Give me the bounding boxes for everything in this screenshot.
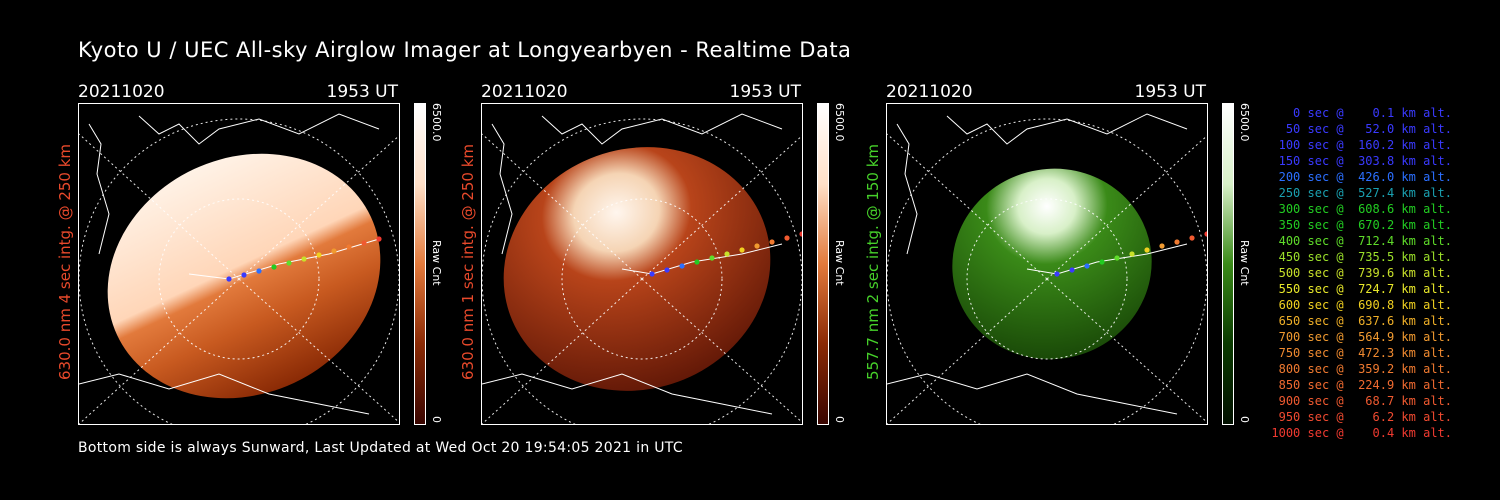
trajectory-dot — [256, 268, 262, 274]
trajectory-dot — [286, 260, 292, 266]
trajectory-dot — [1054, 271, 1060, 277]
allsky-image-map — [886, 103, 1208, 425]
trajectory-dot — [1174, 239, 1180, 245]
legend-row: 50 sec @ 52.0 km alt. — [1285, 122, 1452, 136]
trajectory-dot — [649, 271, 655, 277]
trajectory-dot — [724, 251, 730, 257]
trajectory-dot — [1099, 259, 1105, 265]
trajectory-dot — [769, 239, 775, 245]
panel-side-label: 630.0 nm 4 sec intg. @ 250 km — [56, 143, 74, 380]
trajectory-dot — [301, 256, 307, 262]
panel-date: 20211020 — [78, 82, 165, 102]
trajectory-dot — [331, 248, 337, 254]
trajectory-dot — [784, 235, 790, 241]
colorbar-min-label: 0 — [430, 416, 443, 423]
legend-row: 800 sec @ 359.2 km alt. — [1278, 362, 1452, 376]
legend-row: 500 sec @ 739.6 km alt. — [1278, 266, 1452, 280]
trajectory-dot — [1084, 263, 1090, 269]
colorbar-unit-label: Raw Cnt — [833, 240, 846, 286]
footer-note: Bottom side is always Sunward, Last Upda… — [78, 440, 683, 456]
trajectory-dot — [316, 252, 322, 258]
legend-row: 100 sec @ 160.2 km alt. — [1278, 138, 1452, 152]
colorbar-max-label: 6500.0 — [1238, 103, 1251, 142]
trajectory-dot — [1114, 255, 1120, 261]
colorbar-min-label: 0 — [833, 416, 846, 423]
legend-row: 300 sec @ 608.6 km alt. — [1278, 202, 1452, 216]
colorbar — [414, 103, 426, 425]
legend-row: 900 sec @ 68.7 km alt. — [1278, 394, 1452, 408]
legend-row: 450 sec @ 735.5 km alt. — [1278, 250, 1452, 264]
legend-row: 550 sec @ 724.7 km alt. — [1278, 282, 1452, 296]
legend-row: 700 sec @ 564.9 km alt. — [1278, 330, 1452, 344]
legend-row: 1000 sec @ 0.4 km alt. — [1271, 426, 1452, 440]
colorbar-max-label: 6500.0 — [430, 103, 443, 142]
trajectory-dot — [226, 276, 232, 282]
trajectory-dot — [1204, 231, 1207, 237]
panel-side-label: 557.7 nm 2 sec intg. @ 150 km — [864, 143, 882, 380]
colorbar-max-label: 6500.0 — [833, 103, 846, 142]
panel-time: 1953 UT — [729, 82, 802, 102]
trajectory-dot — [1144, 247, 1150, 253]
trajectory-dot — [1069, 267, 1075, 273]
legend-row: 200 sec @ 426.0 km alt. — [1278, 170, 1452, 184]
panel-side-label: 630.0 nm 1 sec intg. @ 250 km — [459, 143, 477, 380]
colorbar-min-label: 0 — [1238, 416, 1251, 423]
trajectory-dot — [346, 244, 352, 250]
legend-row: 350 sec @ 670.2 km alt. — [1278, 218, 1452, 232]
panel-date: 20211020 — [886, 82, 973, 102]
legend-row: 0 sec @ 0.1 km alt. — [1293, 106, 1452, 120]
page-title: Kyoto U / UEC All-sky Airglow Imager at … — [78, 38, 852, 62]
trajectory-dot — [376, 236, 382, 242]
trajectory-dot — [241, 272, 247, 278]
trajectory-dot — [709, 255, 715, 261]
panel-date: 20211020 — [481, 82, 568, 102]
colorbar — [817, 103, 829, 425]
trajectory-dot — [679, 263, 685, 269]
trajectory-dot — [271, 264, 277, 270]
trajectory-dot — [664, 267, 670, 273]
trajectory-legend: 0 sec @ 0.1 km alt. 50 sec @ 52.0 km alt.… — [1262, 105, 1452, 441]
allsky-image-map — [481, 103, 803, 425]
trajectory-dot — [1129, 251, 1135, 257]
trajectory-dot — [361, 240, 367, 246]
colorbar — [1222, 103, 1234, 425]
legend-row: 400 sec @ 712.4 km alt. — [1278, 234, 1452, 248]
legend-row: 850 sec @ 224.9 km alt. — [1278, 378, 1452, 392]
trajectory-dot — [1159, 243, 1165, 249]
legend-row: 750 sec @ 472.3 km alt. — [1278, 346, 1452, 360]
trajectory-dot — [739, 247, 745, 253]
colorbar-unit-label: Raw Cnt — [1238, 240, 1251, 286]
panel-time: 1953 UT — [1134, 82, 1207, 102]
colorbar-unit-label: Raw Cnt — [430, 240, 443, 286]
legend-row: 250 sec @ 527.4 km alt. — [1278, 186, 1452, 200]
panel-time: 1953 UT — [326, 82, 399, 102]
legend-row: 950 sec @ 6.2 km alt. — [1278, 410, 1452, 424]
allsky-image-map — [78, 103, 400, 425]
trajectory-dot — [799, 231, 802, 237]
legend-row: 600 sec @ 690.8 km alt. — [1278, 298, 1452, 312]
legend-row: 150 sec @ 303.8 km alt. — [1278, 154, 1452, 168]
trajectory-dot — [694, 259, 700, 265]
trajectory-dot — [754, 243, 760, 249]
trajectory-dot — [1189, 235, 1195, 241]
legend-row: 650 sec @ 637.6 km alt. — [1278, 314, 1452, 328]
